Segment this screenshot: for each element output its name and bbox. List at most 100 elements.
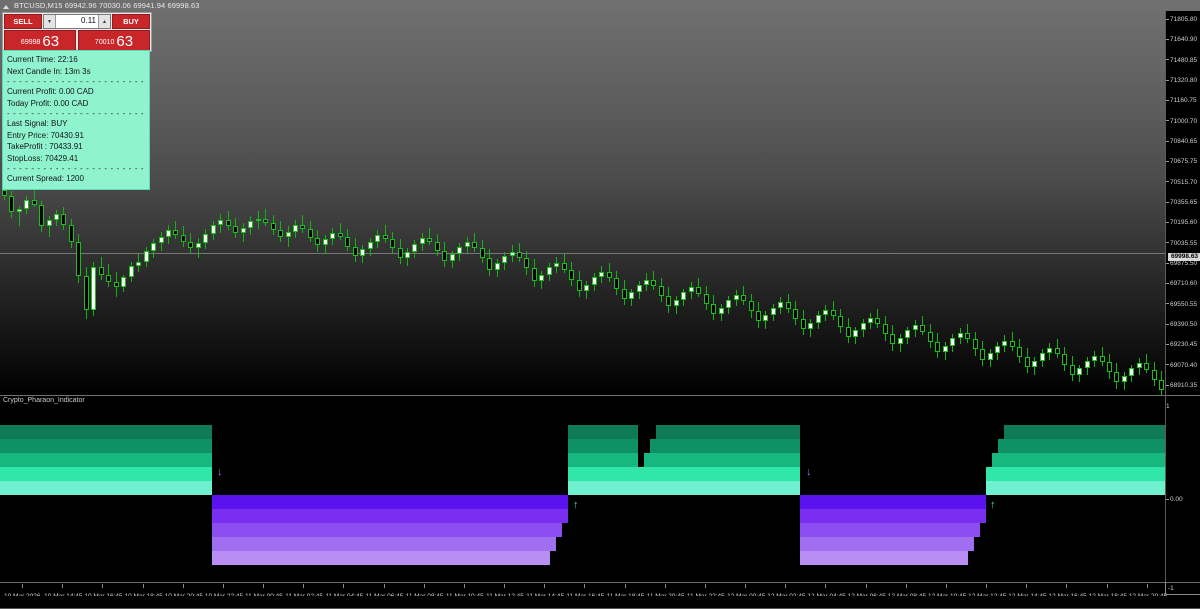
current-price-label: 69998.63 xyxy=(1168,253,1200,261)
sell-signal-arrow-icon: ↓ xyxy=(806,466,812,478)
time-tick-mark xyxy=(745,584,747,588)
candle-body xyxy=(390,239,395,248)
time-tick-mark xyxy=(383,584,385,588)
candle-body xyxy=(218,220,223,226)
candle-body xyxy=(666,296,671,307)
candle-body xyxy=(719,307,724,314)
candle-body xyxy=(1062,354,1067,365)
time-tick-mark xyxy=(1146,584,1148,588)
candle-body xyxy=(495,263,500,270)
candle-body xyxy=(398,247,403,259)
indicator-band xyxy=(800,537,938,551)
candle-body xyxy=(435,241,440,251)
candle-body xyxy=(106,274,111,283)
indicator-axis[interactable]: 1 0.00 xyxy=(1165,396,1200,582)
candle-body xyxy=(233,226,238,233)
price-tick: 70035.55 xyxy=(1166,239,1200,248)
lot-decrease-icon[interactable]: ▼ xyxy=(44,15,56,28)
candle-body xyxy=(330,232,335,240)
candle-body xyxy=(84,275,89,311)
buy-price-display[interactable]: 70010 63 xyxy=(78,30,150,52)
candle-body xyxy=(32,199,37,205)
lot-increase-icon[interactable]: ▲ xyxy=(98,15,110,28)
candle-body xyxy=(1040,353,1045,361)
candle-body xyxy=(995,345,1000,354)
one-click-trade-panel[interactable]: SELL ▼ 0.11 ▲ BUY 69998 63 70010 63 xyxy=(2,12,152,52)
candle-body xyxy=(607,272,612,279)
candle-body xyxy=(838,316,843,327)
candle-body xyxy=(988,353,993,360)
candle-body xyxy=(1077,368,1082,375)
candle-body xyxy=(181,235,186,242)
candle-body xyxy=(577,279,582,292)
candle-body xyxy=(1047,348,1052,354)
sell-price-display[interactable]: 69998 63 xyxy=(4,30,76,52)
indicator-band xyxy=(212,509,530,523)
indicator-band xyxy=(0,467,212,481)
candle-wick xyxy=(265,208,266,227)
price-tick: 69875.50 xyxy=(1166,259,1200,268)
candle-body xyxy=(248,221,253,228)
trade-panel-price-row: 69998 63 70010 63 xyxy=(3,30,151,53)
candle-body xyxy=(1032,360,1037,368)
time-tick-mark xyxy=(544,584,546,588)
candle-body xyxy=(226,220,231,227)
indicator-band xyxy=(212,523,530,537)
candle-wick xyxy=(34,189,35,208)
info-line: Current Profit: 0.00 CAD xyxy=(7,87,94,96)
candle-body xyxy=(480,247,485,259)
horizontal-scrollbar[interactable] xyxy=(0,596,1200,608)
price-axis[interactable]: 69998.63 71805.80 71640.90 71480.85 71320.8… xyxy=(1165,11,1200,395)
indicator-band xyxy=(212,537,530,551)
time-tick-mark xyxy=(263,584,265,588)
candle-body xyxy=(846,326,851,337)
candle-body xyxy=(562,263,567,270)
lot-size-input[interactable]: 0.11 xyxy=(81,16,96,25)
info-line: Today Profit: 0.00 CAD xyxy=(7,98,89,108)
candle-body xyxy=(958,332,963,338)
indicator-band xyxy=(212,551,530,565)
candle-body xyxy=(211,225,216,235)
indicator-band xyxy=(568,481,638,495)
price-tick: 70355.65 xyxy=(1166,198,1200,207)
candle-body xyxy=(801,318,806,330)
indicator-pane[interactable]: Crypto_Pharaon_Indicator ↓ ↑ ↓ ↑ xyxy=(0,396,1165,582)
candle-wick xyxy=(340,222,341,241)
candle-body xyxy=(965,332,970,340)
candle-body xyxy=(532,268,537,281)
indicator-band xyxy=(0,481,212,495)
candle-body xyxy=(778,302,783,308)
candle-body xyxy=(950,337,955,346)
time-tick-mark xyxy=(463,584,465,588)
candle-body xyxy=(793,308,798,319)
time-tick-mark xyxy=(624,584,626,588)
indicator-band xyxy=(800,495,938,509)
candle-body xyxy=(913,325,918,331)
info-line: Current Spread: 1200 xyxy=(7,174,84,183)
indicator-band xyxy=(938,495,986,509)
price-tick: 71160.75 xyxy=(1166,96,1200,105)
indicator-band xyxy=(998,439,1165,453)
price-tick: 71480.85 xyxy=(1166,56,1200,65)
candle-body xyxy=(622,288,627,299)
pane-separator[interactable] xyxy=(0,395,1200,396)
indicator-tick: 0.00 xyxy=(1166,495,1200,504)
candle-body xyxy=(166,230,171,237)
time-tick-mark xyxy=(504,584,506,588)
candle-body xyxy=(741,294,746,302)
lot-size-stepper[interactable]: ▼ 0.11 ▲ xyxy=(43,14,111,29)
price-tick: 70840.65 xyxy=(1166,137,1200,146)
price-chart-pane[interactable] xyxy=(0,11,1165,395)
indicator-band xyxy=(938,509,986,523)
buy-button[interactable]: BUY xyxy=(112,14,150,29)
sell-button[interactable]: SELL xyxy=(4,14,42,29)
candle-body xyxy=(928,331,933,342)
candle-body xyxy=(286,231,291,237)
indicator-band xyxy=(986,467,1165,481)
candle-body xyxy=(9,196,14,213)
candle-body xyxy=(442,250,447,261)
candle-body xyxy=(853,330,858,337)
candle-body xyxy=(823,310,828,316)
candle-body xyxy=(524,258,529,269)
